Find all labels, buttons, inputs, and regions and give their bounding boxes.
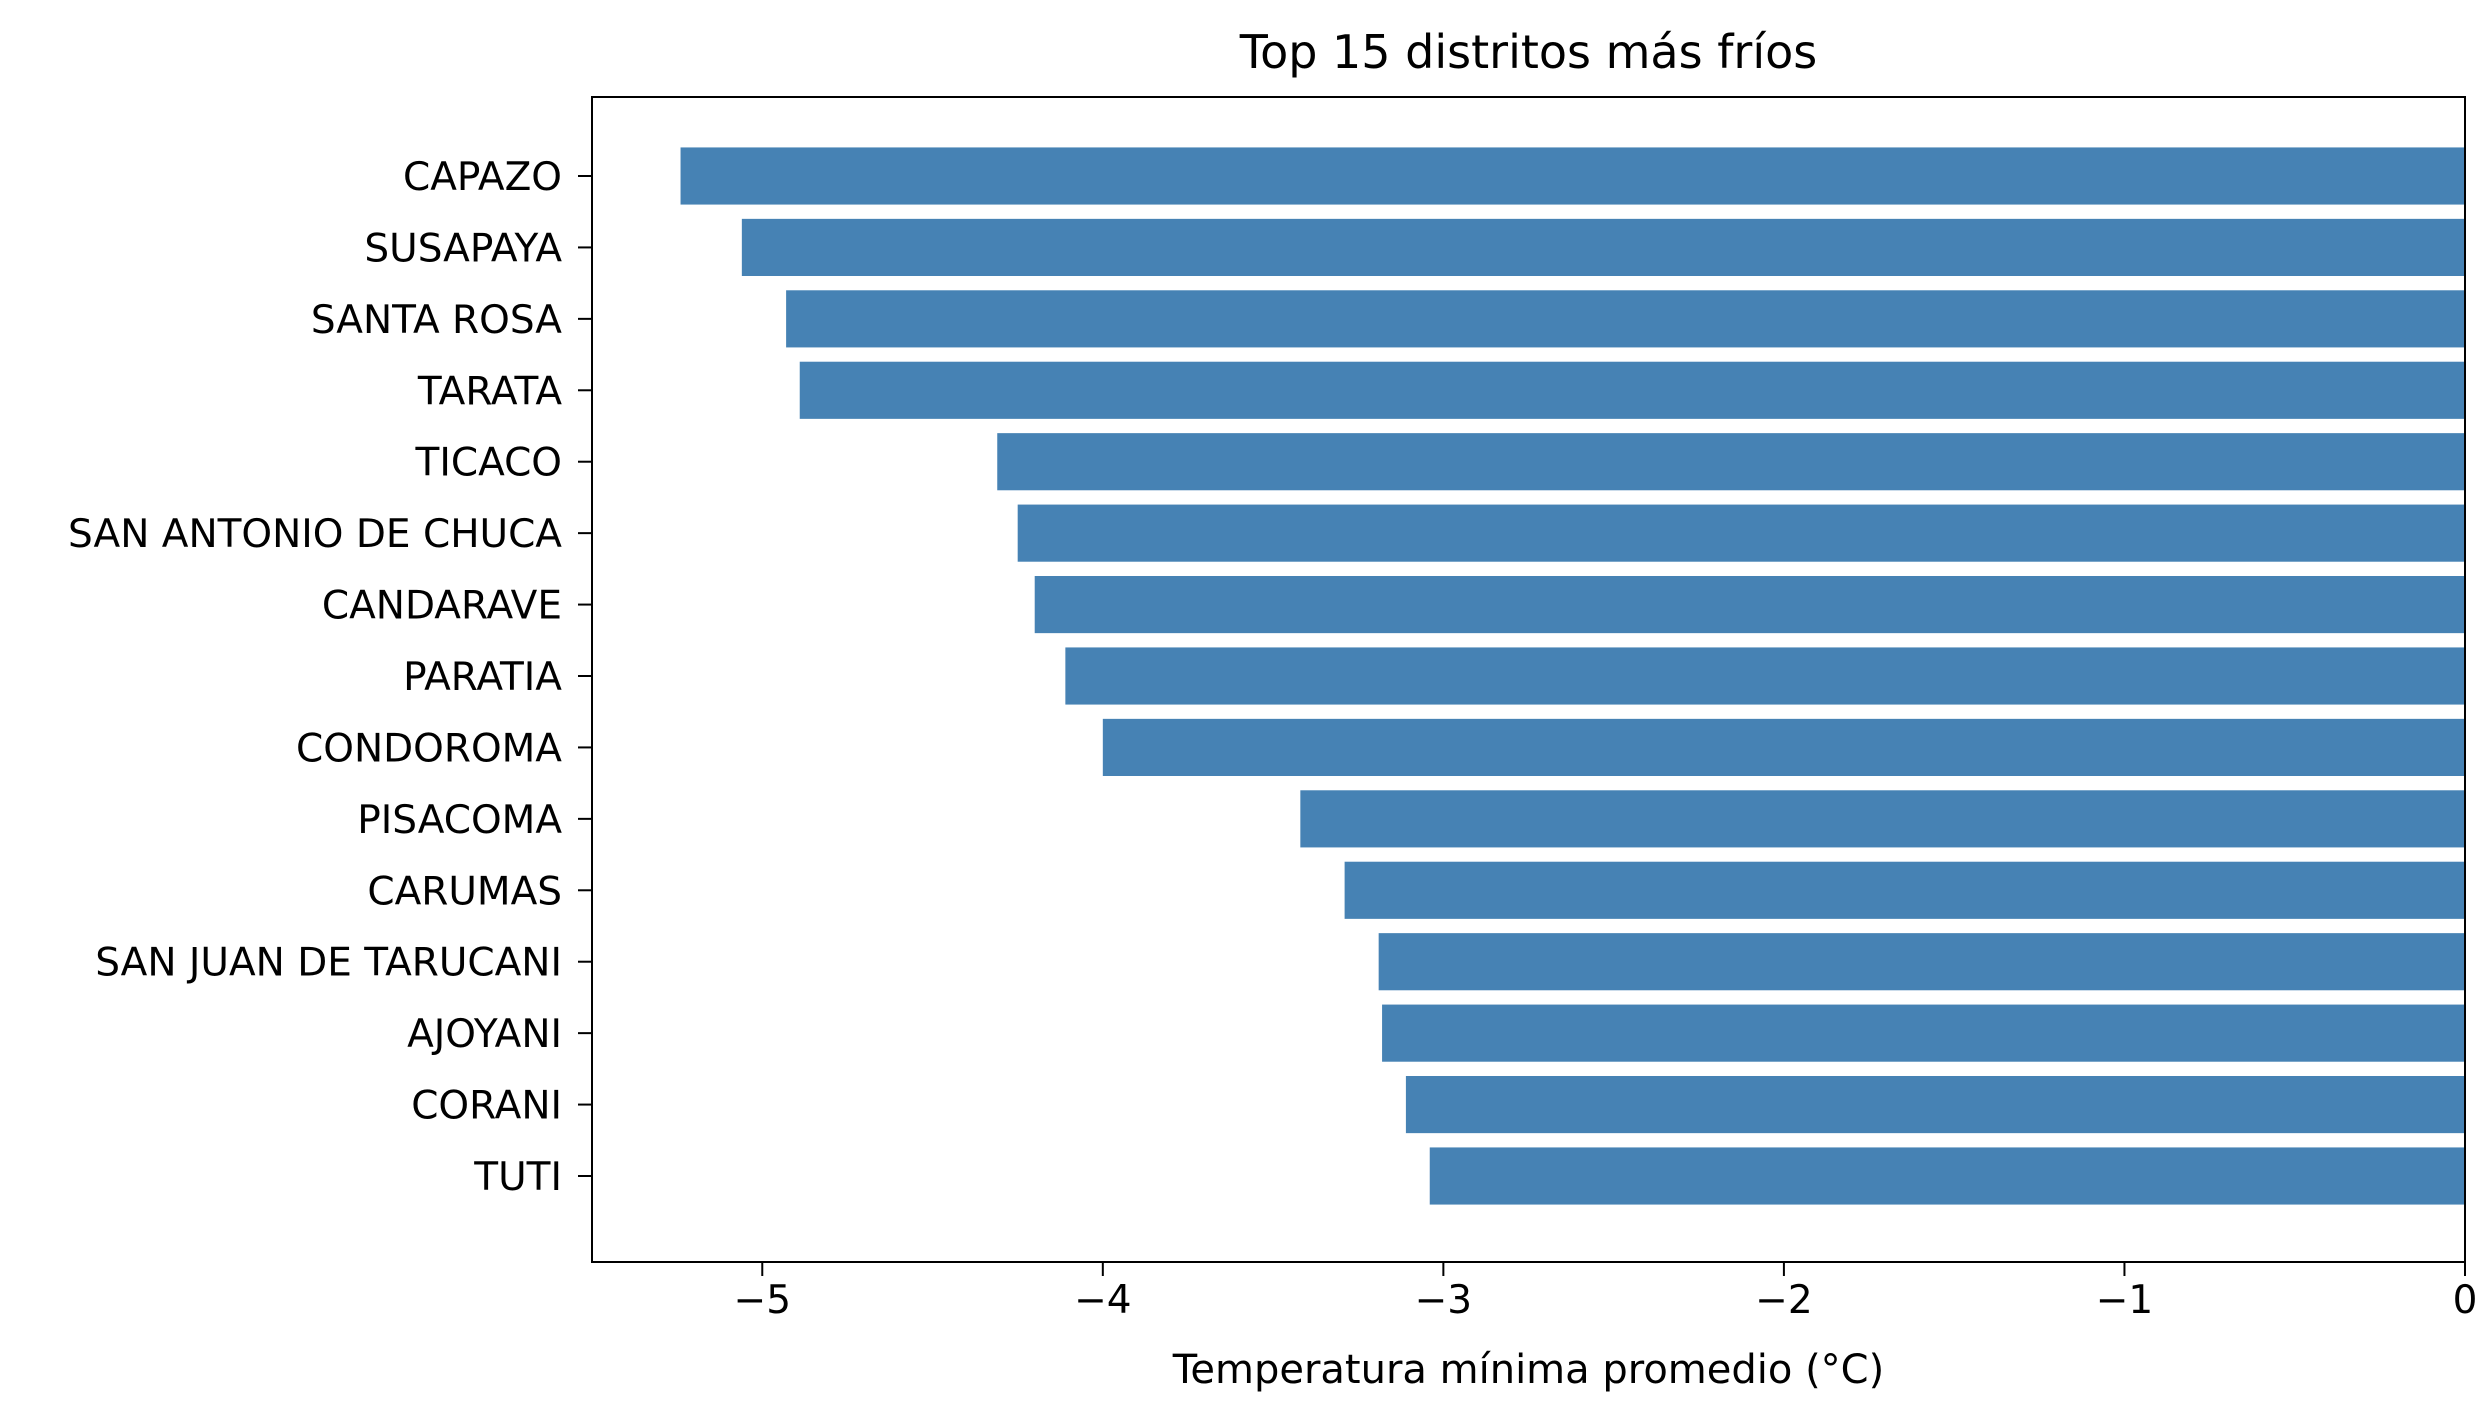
y-tick-label: CANDARAVE xyxy=(322,584,562,629)
x-tick-label: −2 xyxy=(1755,1278,1813,1323)
bar xyxy=(1102,718,2465,776)
plot-frame xyxy=(591,96,2466,1263)
bar xyxy=(1429,1147,2465,1205)
y-tick-label: PARATIA xyxy=(403,655,562,700)
y-tick-label: SAN ANTONIO DE CHUCA xyxy=(68,512,562,557)
y-tick-label: SANTA ROSA xyxy=(311,298,562,343)
bars-layer xyxy=(680,147,2466,1205)
y-tick-label: CONDOROMA xyxy=(296,726,562,771)
y-tick-label: SUSAPAYA xyxy=(364,226,562,271)
x-axis-label: Temperatura mínima promedio (°C) xyxy=(1172,1347,1884,1393)
bar xyxy=(1405,1076,2465,1134)
bar xyxy=(1382,1004,2465,1062)
x-tick-label: 0 xyxy=(2453,1278,2478,1323)
x-tick-label: −3 xyxy=(1415,1278,1473,1323)
x-tick-label: −5 xyxy=(734,1278,792,1323)
x-tick-label: −1 xyxy=(2096,1278,2154,1323)
bar xyxy=(799,361,2466,419)
y-tick-label: PISACOMA xyxy=(357,798,562,843)
bar xyxy=(1017,504,2465,562)
bar xyxy=(786,290,2466,348)
bar xyxy=(997,433,2466,491)
y-tick-label: TICACO xyxy=(415,441,562,486)
bar xyxy=(1344,861,2465,919)
y-axis-ticks: CAPAZO SUSAPAYA SANTA ROSA TARATA TICACO SAN … xyxy=(68,155,592,1200)
bar xyxy=(1378,933,2465,991)
bar xyxy=(680,147,2466,205)
y-tick-label: SAN JUAN DE TARUCANI xyxy=(95,941,562,986)
y-tick-label: TARATA xyxy=(417,369,562,414)
y-tick-label: CARUMAS xyxy=(367,869,562,914)
chart-title: Top 15 distritos más fríos xyxy=(1239,25,1817,79)
x-tick-label: −4 xyxy=(1074,1278,1132,1323)
y-tick-label: CAPAZO xyxy=(403,155,562,200)
bar xyxy=(1065,647,2465,705)
y-tick-label: TUTI xyxy=(473,1155,562,1200)
y-tick-label: AJOYANI xyxy=(407,1012,562,1057)
bar xyxy=(1300,790,2465,848)
y-tick-label: CORANI xyxy=(411,1084,562,1129)
bar xyxy=(1034,576,2465,634)
x-axis-ticks: −5 −4 −3 −2 −1 0 xyxy=(734,1262,2478,1323)
bar xyxy=(741,218,2465,276)
